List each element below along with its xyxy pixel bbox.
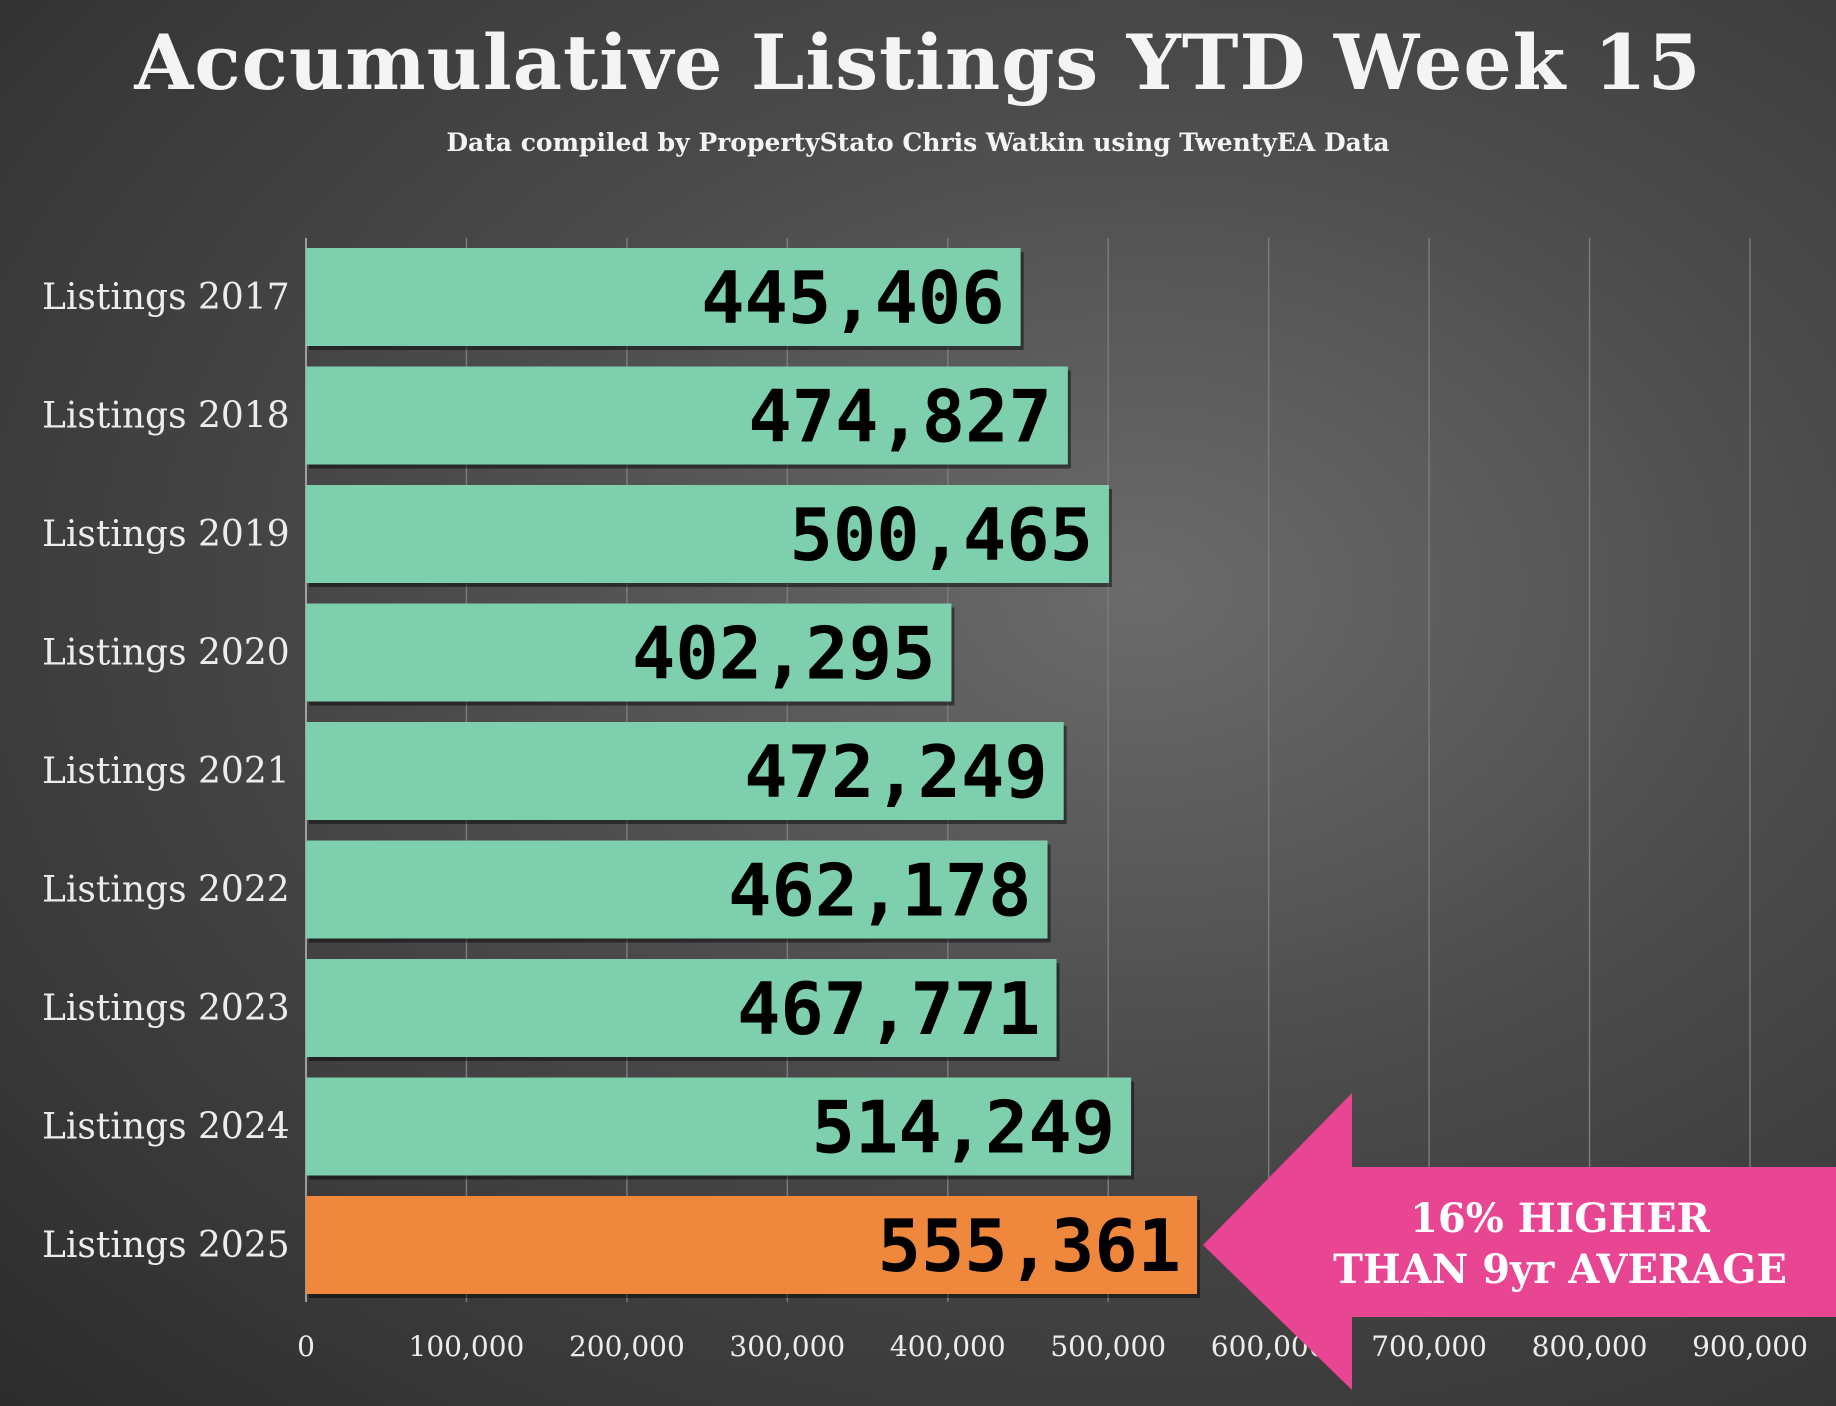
category-label: Listings 2023	[42, 988, 290, 1029]
data-label: 555,361	[878, 1204, 1181, 1288]
x-tick-label: 0	[297, 1330, 315, 1363]
x-tick-label: 200,000	[569, 1330, 685, 1363]
x-tick-label: 300,000	[729, 1330, 845, 1363]
data-label: 462,178	[728, 849, 1031, 933]
data-label: 472,249	[744, 730, 1047, 814]
category-label: Listings 2021	[42, 751, 290, 792]
bar	[306, 485, 1109, 583]
bar	[306, 840, 1048, 939]
data-label: 467,771	[737, 967, 1040, 1051]
data-label: 445,406	[701, 256, 1004, 340]
bar	[306, 366, 1068, 465]
x-tick-label: 900,000	[1692, 1330, 1808, 1363]
bar	[306, 248, 1021, 346]
callout-text-line2: THAN 9yr AVERAGE	[1333, 1246, 1787, 1293]
category-label: Listings 2025	[42, 1225, 290, 1266]
chart-subtitle: Data compiled by PropertyStato Chris Wat…	[446, 128, 1390, 157]
bar	[306, 722, 1064, 820]
x-tick-label: 100,000	[409, 1330, 525, 1363]
chart-title: Accumulative Listings YTD Week 15	[134, 18, 1702, 107]
data-label: 514,249	[812, 1086, 1115, 1170]
value-labels: 445,406 474,827 500,465 402,295 472,249 462,1…	[632, 256, 1181, 1288]
category-label: Listings 2020	[42, 633, 290, 674]
category-label: Listings 2022	[42, 870, 290, 911]
data-label: 500,465	[790, 493, 1093, 577]
category-labels: Listings 2017 Listings 2018 Listings 2019 L…	[42, 277, 290, 1266]
x-tick-label: 800,000	[1532, 1330, 1648, 1363]
x-tick-label: 700,000	[1371, 1330, 1487, 1363]
data-label: 402,295	[632, 612, 935, 696]
x-tick-label: 400,000	[890, 1330, 1006, 1363]
category-label: Listings 2018	[42, 396, 290, 437]
callout-arrow-shape	[1203, 1093, 1836, 1390]
callout-text-line1: 16% HIGHER	[1410, 1195, 1711, 1242]
category-label: Listings 2024	[42, 1107, 290, 1148]
category-label: Listings 2019	[42, 514, 290, 555]
bars	[306, 248, 1201, 1298]
bar	[306, 959, 1057, 1057]
bar	[306, 1077, 1132, 1176]
category-label: Listings 2017	[42, 277, 290, 318]
bar	[306, 603, 952, 702]
bar	[306, 1196, 1198, 1294]
x-axis: 0 100,000 200,000 300,000 400,000 500,000 600,…	[297, 1330, 1808, 1363]
data-label: 474,827	[748, 375, 1051, 459]
x-tick-label: 500,000	[1050, 1330, 1166, 1363]
